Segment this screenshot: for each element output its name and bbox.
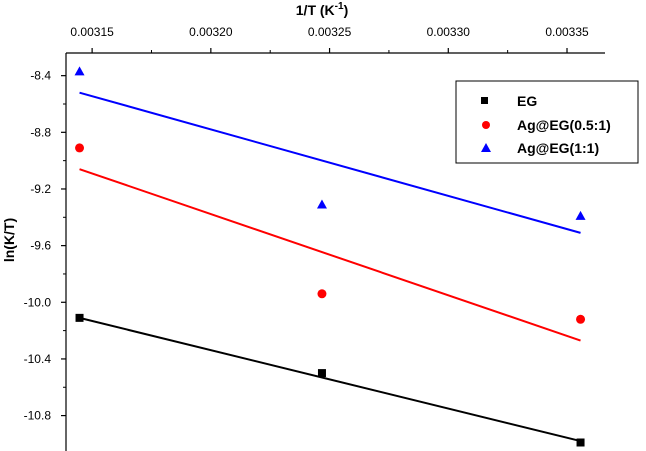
y-tick-label: -9.6 <box>30 239 51 253</box>
data-point-series-1 <box>317 289 327 299</box>
legend-marker-eg <box>481 97 488 104</box>
y-tick-label: -8.8 <box>30 125 51 139</box>
x-tick-label: 0.00325 <box>308 25 352 39</box>
legend-label-ag-05: Ag@EG(0.5:1) <box>517 117 611 133</box>
y-tick-label: -10.8 <box>24 409 52 423</box>
y-tick-group: -8.4 -8.8 -9.2 -9.6 -10.0 -10.4 -10.8 <box>24 69 66 423</box>
x-tick-label: 0.00330 <box>427 25 471 39</box>
fit-line-series-1 <box>79 168 581 342</box>
data-point-series-0 <box>75 313 84 322</box>
y-tick-label: -8.4 <box>30 69 51 83</box>
y-tick-label: -10.4 <box>24 352 52 366</box>
legend: EG Ag@EG(0.5:1) Ag@EG(1:1) <box>455 80 639 164</box>
legend-marker-ag-11 <box>481 143 491 152</box>
legend-label-ag-11: Ag@EG(1:1) <box>517 140 599 156</box>
data-point-group <box>74 66 586 447</box>
x-tick-label: 0.00320 <box>189 25 233 39</box>
data-point-series-1 <box>576 314 586 324</box>
data-point-series-1 <box>75 143 85 153</box>
y-tick-label: -10.0 <box>24 295 52 309</box>
fit-line-group <box>79 91 581 443</box>
x-tick-label: 0.00335 <box>545 25 589 39</box>
fit-line-series-0 <box>79 316 581 443</box>
x-tick-label: 0.00315 <box>70 25 114 39</box>
y-axis-title: ln(K/T) <box>1 218 17 262</box>
data-point-series-2 <box>575 210 586 220</box>
x-tick-group: 0.00315 0.00320 0.00325 0.00330 0.00335 <box>70 25 589 53</box>
legend-label-eg: EG <box>517 93 537 109</box>
fit-line-series-2 <box>79 91 581 234</box>
x-axis-title: 1/T (K-1) <box>296 1 348 18</box>
data-point-series-0 <box>317 369 326 378</box>
y-tick-label: -9.2 <box>30 182 51 196</box>
data-point-series-2 <box>316 199 327 209</box>
data-point-series-2 <box>74 66 85 76</box>
data-point-series-0 <box>576 438 585 447</box>
legend-marker-ag-05 <box>482 121 490 129</box>
